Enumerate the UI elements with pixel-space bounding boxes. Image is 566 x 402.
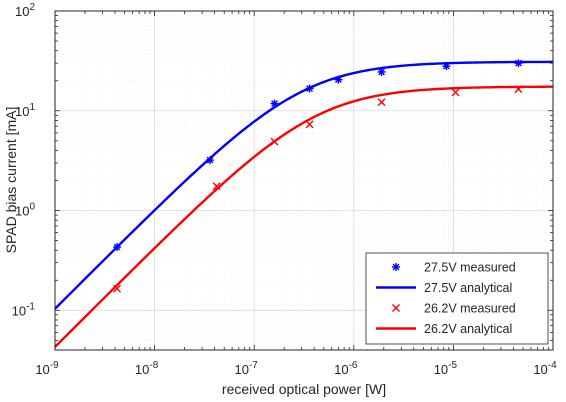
legend-entry: 27.5V analytical xyxy=(376,281,512,295)
y-tick-label: 101 xyxy=(15,102,35,119)
cross-point xyxy=(113,284,122,293)
legend-entry: 26.2V measured xyxy=(392,302,516,316)
legend-entry: 27.5V measured xyxy=(392,261,516,275)
legend-label: 27.5V analytical xyxy=(424,281,512,295)
cross-point xyxy=(270,137,279,146)
cross-point xyxy=(305,120,314,129)
axis-ticks xyxy=(54,11,553,351)
series-line xyxy=(54,85,553,348)
legend: 27.5V measured 27.5V analytical 26.2V meas… xyxy=(365,252,549,345)
x-axis-label: received optical power [W] xyxy=(222,381,386,397)
legend-swatch xyxy=(392,304,400,312)
cross-point xyxy=(377,98,386,107)
y-tick-label: 102 xyxy=(15,2,35,19)
legend-label: 26.2V measured xyxy=(424,302,516,316)
asterisk-point xyxy=(206,156,215,165)
tick-labels: 10-9 10-8 10-7 10-6 10-5 10-4 10-1 100 101 102 xyxy=(12,2,557,377)
cross-point xyxy=(451,88,460,97)
x-tick-label: 10-4 xyxy=(533,360,557,377)
y-tick-label: 100 xyxy=(15,202,35,219)
asterisk-point xyxy=(377,67,386,76)
cross-point xyxy=(212,182,221,191)
asterisk-point xyxy=(113,243,122,252)
y-axis-label: SPAD bias current [mA] xyxy=(3,107,19,254)
series-layer xyxy=(54,59,554,348)
asterisk-point xyxy=(514,59,523,68)
legend-entry: 26.2V analytical xyxy=(376,322,512,336)
series-line xyxy=(54,60,554,310)
asterisk-point xyxy=(334,75,343,84)
legend-label: 26.2V analytical xyxy=(424,322,512,336)
x-tick-label: 10-9 xyxy=(35,360,59,377)
asterisk-point xyxy=(270,99,279,108)
y-tick-label: 10-1 xyxy=(12,301,36,318)
x-tick-label: 10-6 xyxy=(334,360,358,377)
x-tick-label: 10-8 xyxy=(135,360,159,377)
x-tick-label: 10-7 xyxy=(235,360,259,377)
asterisk-point xyxy=(305,84,314,93)
x-tick-label: 10-5 xyxy=(434,360,458,377)
legend-label: 27.5V measured xyxy=(424,261,516,275)
legend-swatch xyxy=(392,263,400,271)
cross-point xyxy=(514,85,523,94)
asterisk-point xyxy=(442,62,451,71)
